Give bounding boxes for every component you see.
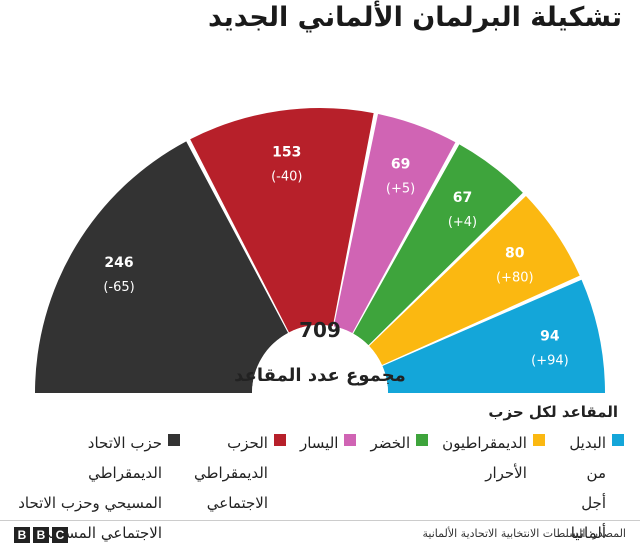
legend-label: الديمقراطيون الأحرار [442, 428, 527, 488]
seat-count-label: 153 [272, 144, 301, 160]
total-seats-value: 709 [299, 318, 341, 342]
seat-count-label: 69 [391, 156, 410, 172]
legend-label: الحزب الديمقراطي الاجتماعي [194, 428, 268, 518]
source-note: المصدر: السلطات الانتخابية الاتحادية الأ… [423, 527, 627, 540]
seat-change-label: (+4) [448, 215, 477, 230]
parliament-chart: 246 (-65) 153 (-40) 69 (+5) 67 (+4) 80 (+80) 94 (+9… [0, 0, 640, 400]
legend-swatch [533, 434, 545, 446]
seat-change-label: (-65) [103, 280, 134, 295]
seat-count-label: 94 [540, 328, 560, 344]
logo-letter: B [33, 527, 49, 543]
legend-swatch [168, 434, 180, 446]
seat-change-label: (+80) [496, 271, 534, 286]
seat-change-label: (+5) [386, 181, 415, 196]
legend-label: اليسار [300, 428, 338, 458]
legend-swatch [416, 434, 428, 446]
seat-count-label: 67 [453, 190, 472, 206]
footer: B B C المصدر: السلطات الانتخابية الاتحاد… [0, 520, 640, 549]
total-seats-label: مجموع عدد المقاعد [234, 365, 406, 386]
seat-count-label: 80 [505, 246, 525, 262]
legend-swatch [274, 434, 286, 446]
logo-letter: C [52, 527, 68, 543]
legend-title: المقاعد لكل حزب [488, 403, 618, 421]
legend-swatch [344, 434, 356, 446]
logo-letter: B [14, 527, 30, 543]
legend-swatch [612, 434, 624, 446]
seat-change-label: (+94) [531, 353, 569, 368]
bbc-logo: B B C [14, 527, 68, 543]
seat-change-label: (-40) [271, 169, 302, 184]
seat-count-label: 246 [104, 255, 133, 271]
legend-label: الخضر [370, 428, 410, 458]
